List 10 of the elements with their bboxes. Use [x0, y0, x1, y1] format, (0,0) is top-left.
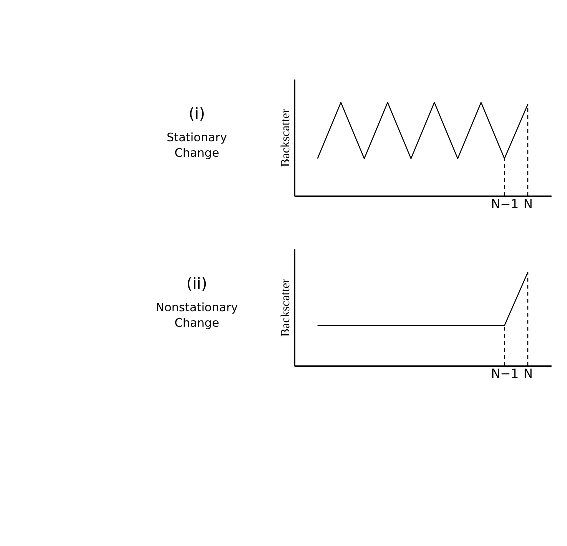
text: Nonstationary Change — [156, 300, 238, 330]
x-tick-label: N−1 — [491, 196, 519, 212]
chart-title: (i) — [188, 105, 206, 124]
x-tick-label: N — [524, 196, 534, 212]
y-axis-title: Backscatter — [278, 108, 292, 168]
x-tick-label: N−1 — [491, 366, 519, 382]
chart-title: (ii) — [186, 274, 208, 293]
x-tick-label: N — [524, 366, 534, 382]
y-axis-title: Backscatter — [278, 278, 292, 338]
text: Stationary Change — [166, 130, 228, 160]
